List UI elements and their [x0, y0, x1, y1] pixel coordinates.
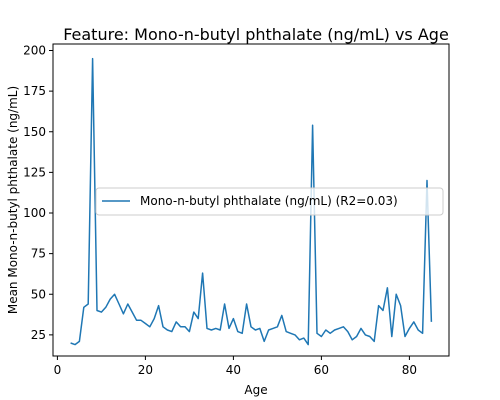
y-tick-label: 150 [23, 125, 46, 139]
y-tick-label: 25 [31, 328, 46, 342]
x-tick-label: 40 [226, 363, 241, 377]
y-tick-label: 100 [23, 206, 46, 220]
y-axis-label: Mean Mono-n-butyl phthalate (ng/mL) [6, 86, 20, 314]
y-tick-label: 175 [23, 84, 46, 98]
x-tick-label: 20 [138, 363, 153, 377]
y-tick-label: 75 [31, 247, 46, 261]
x-tick-label: 80 [402, 363, 417, 377]
y-tick-label: 200 [23, 44, 46, 58]
x-tick-label: 60 [314, 363, 329, 377]
chart-title: Feature: Mono-n-butyl phthalate (ng/mL) … [63, 25, 449, 44]
legend: Mono-n-butyl phthalate (ng/mL) (R2=0.03) [96, 188, 443, 215]
y-tick-label: 50 [31, 287, 46, 301]
x-tick-label: 0 [54, 363, 62, 377]
y-tick-label: 125 [23, 165, 46, 179]
legend-label: Mono-n-butyl phthalate (ng/mL) (R2=0.03) [140, 194, 398, 208]
x-axis-label: Age [244, 383, 267, 397]
